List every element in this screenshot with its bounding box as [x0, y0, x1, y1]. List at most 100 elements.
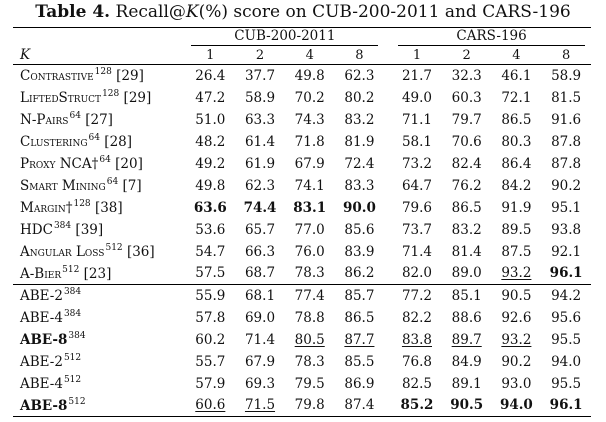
recall-value-cell: 85.2 — [392, 394, 442, 417]
recall-value: 89.7 — [451, 331, 482, 348]
recall-value: 62.3 — [344, 67, 375, 84]
embedding-dim: 512 — [62, 264, 80, 275]
method-name: ABE-8 — [20, 332, 68, 348]
recall-value-cell: 84.9 — [442, 351, 492, 373]
recall-value: 84.9 — [451, 353, 482, 370]
embedding-dim: 384 — [63, 309, 82, 319]
table-row: Smart Mining64 [7] 49.8 62.3 74.1 83.3 64.7 76… — [13, 175, 591, 197]
citation-ref: [29] — [123, 90, 152, 106]
table-row: ABE-2384 55.9 68.1 77.4 85.7 77.2 85.1 90.5 94.2 — [13, 284, 591, 307]
recall-value: 93.2 — [501, 265, 532, 282]
recall-value-cell: 76.8 — [392, 351, 442, 373]
recall-value-cell: 68.7 — [235, 263, 285, 285]
recall-value-cell: 78.8 — [285, 307, 335, 329]
recall-value: 26.4 — [195, 67, 226, 84]
recall-value: 82.4 — [451, 155, 482, 172]
recall-value: 95.5 — [551, 375, 582, 392]
method-name: A-Bier — [20, 265, 62, 282]
recall-value-cell: 86.4 — [492, 153, 542, 175]
recall-value-cell: 95.5 — [541, 329, 591, 351]
recall-value: 86.5 — [344, 309, 375, 326]
recall-value: 94.0 — [499, 397, 533, 414]
citation-ref: [36] — [126, 244, 155, 260]
recall-value-cell: 80.5 — [285, 329, 335, 351]
recall-value-cell: 87.4 — [334, 394, 385, 417]
recall-value: 74.3 — [294, 111, 325, 128]
recall-value-cell: 68.1 — [235, 284, 285, 307]
recall-value-cell: 85.6 — [335, 219, 385, 241]
recall-value: 71.5 — [244, 397, 276, 414]
recall-value: 73.2 — [401, 155, 432, 172]
recall-value: 84.2 — [501, 177, 532, 194]
recall-value-cell: 86.5 — [335, 307, 385, 329]
method-name: Clustering — [20, 134, 88, 150]
recall-value: 49.0 — [401, 89, 432, 106]
embedding-dim: 64 — [99, 155, 111, 165]
recall-value: 81.5 — [551, 89, 582, 106]
recall-value: 48.2 — [195, 133, 226, 150]
recall-value-cell: 69.0 — [235, 307, 285, 329]
recall-value: 71.4 — [244, 331, 276, 348]
recall-value-cell: 93.2 — [492, 329, 542, 351]
recall-value: 60.6 — [195, 397, 226, 414]
method-name-cell: N-Pairs64 [27] — [13, 109, 178, 131]
group-header-cars: CARS-196 — [392, 27, 591, 47]
recall-value: 86.9 — [344, 375, 375, 392]
recall-value-cell: 53.6 — [185, 219, 235, 241]
recall-value-cell: 63.6 — [185, 197, 235, 219]
recall-value-cell: 95.5 — [541, 373, 591, 395]
table-row: ABE-2512 55.7 67.9 78.3 85.5 76.8 84.9 90.2 94.0 — [13, 351, 591, 373]
embedding-dim: 64 — [69, 111, 81, 121]
recall-value-cell: 87.8 — [541, 131, 591, 153]
method-name: ABE-4 — [20, 310, 63, 326]
recall-value: 65.7 — [244, 221, 276, 238]
recall-value-cell: 91.6 — [541, 109, 591, 131]
method-name-cell: Margin†128 [38] — [13, 197, 178, 219]
embedding-dim: 64 — [106, 177, 119, 187]
recall-value: 55.9 — [195, 287, 226, 304]
embedding-dim: 384 — [68, 331, 86, 341]
recall-value-cell: 82.0 — [392, 263, 442, 285]
k-value-header: 2 — [235, 46, 285, 65]
recall-value: 79.7 — [451, 111, 482, 128]
recall-value-cell: 81.4 — [442, 241, 492, 263]
recall-value: 81.4 — [451, 243, 482, 260]
k-value-header: 4 — [491, 46, 542, 65]
recall-value-cell: 79.8 — [284, 394, 335, 417]
recall-value-cell: 87.7 — [335, 329, 385, 351]
recall-value-cell: 83.8 — [392, 329, 442, 351]
recall-value-cell: 66.3 — [235, 241, 285, 263]
recall-value-cell: 65.7 — [235, 219, 285, 241]
recall-value-cell: 82.4 — [442, 153, 492, 175]
recall-value: 77.4 — [294, 287, 325, 304]
caption-label: Table 4. — [35, 2, 111, 22]
recall-value: 90.5 — [450, 397, 484, 414]
embedding-dim: 384 — [63, 287, 82, 298]
recall-value-cell: 93.2 — [492, 263, 542, 285]
recall-value-cell: 51.0 — [185, 109, 235, 131]
recall-value-cell: 96.1 — [541, 394, 591, 417]
recall-value: 71.1 — [401, 111, 432, 128]
recall-value: 67.9 — [294, 155, 325, 172]
recall-value-cell: 46.1 — [492, 65, 542, 87]
method-name-cell: ABE-8512 — [13, 394, 178, 417]
recall-value: 79.6 — [401, 199, 432, 216]
recall-value-cell: 37.7 — [235, 65, 285, 87]
recall-value: 63.6 — [193, 199, 227, 216]
recall-value: 80.2 — [344, 89, 375, 106]
recall-value: 62.3 — [244, 177, 276, 194]
recall-value-cell: 78.3 — [285, 351, 335, 373]
method-name: LiftedStruct — [20, 90, 102, 106]
recall-value: 58.9 — [244, 89, 276, 106]
recall-value-cell: 86.9 — [335, 373, 385, 395]
method-name-cell: Clustering64 [28] — [13, 131, 178, 153]
recall-value: 79.8 — [294, 397, 325, 414]
recall-value: 80.3 — [501, 133, 532, 150]
recall-value: 76.2 — [451, 177, 482, 194]
citation-ref: [38] — [94, 200, 123, 216]
recall-value: 93.0 — [501, 375, 532, 392]
recall-value: 69.3 — [244, 375, 276, 392]
recall-value-cell: 60.6 — [185, 394, 236, 417]
caption-text-after: (%) score on CUB-200-2011 and CARS-196 — [198, 2, 571, 22]
recall-value-cell: 86.2 — [335, 263, 385, 285]
